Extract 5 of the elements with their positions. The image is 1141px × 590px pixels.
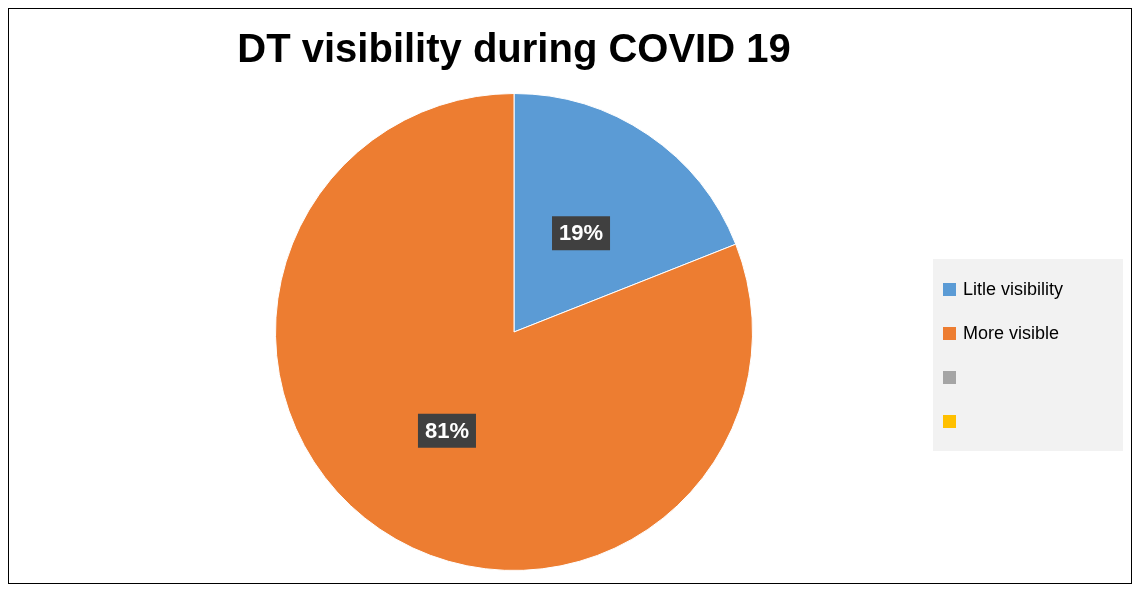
data-label: 81%: [424, 417, 469, 443]
data-label: 19%: [559, 220, 604, 246]
legend-label: More visible: [963, 322, 1060, 344]
legend-label: Litle visibility: [963, 278, 1064, 300]
chart-title: DT visibility during COVID 19: [237, 26, 791, 71]
